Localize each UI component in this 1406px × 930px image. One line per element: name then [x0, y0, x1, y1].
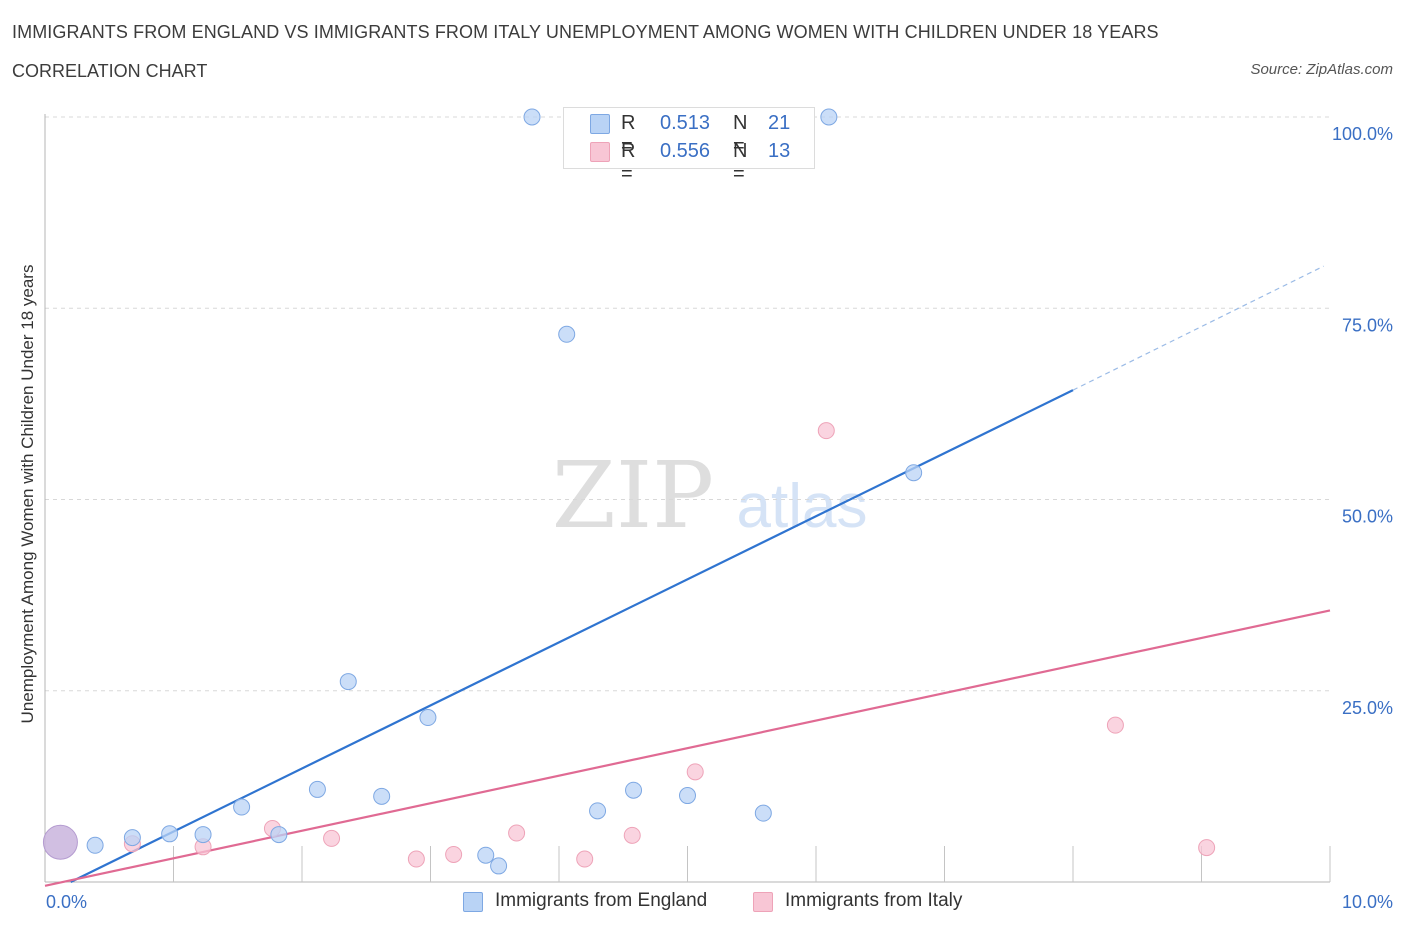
england-point	[523, 108, 541, 126]
england-point	[477, 846, 495, 864]
gridlines	[45, 116, 1330, 692]
england-point	[194, 826, 212, 844]
y-tick-label: 50.0%	[1342, 507, 1393, 527]
italy-r-label: R =	[621, 140, 636, 185]
england-point	[754, 804, 772, 822]
england-trend-extension	[1072, 265, 1324, 391]
watermark-atlas: atlas	[737, 472, 868, 541]
england-r-value: 0.513	[660, 112, 711, 134]
england-r-label: R =	[621, 112, 636, 157]
italy-point	[686, 763, 704, 781]
y-tick-label: 75.0%	[1342, 315, 1393, 335]
england-point	[905, 464, 923, 482]
data-points	[42, 108, 1216, 875]
england-point	[490, 857, 508, 875]
axes	[44, 114, 1331, 883]
chart-subtitle: CORRELATION CHART	[12, 61, 208, 81]
italy-point	[817, 422, 835, 440]
england-point	[308, 780, 326, 798]
england-point	[233, 798, 251, 816]
italy-n-label: N =	[733, 140, 748, 185]
italy-n-value: 13	[768, 140, 791, 162]
chart-title: IMMIGRANTS FROM ENGLAND VS IMMIGRANTS FR…	[12, 22, 1159, 42]
italy-point	[508, 824, 526, 842]
england-point	[558, 325, 576, 343]
italy-point	[1106, 716, 1124, 734]
bottom-italy-swatch	[753, 892, 773, 912]
england-point-large	[42, 824, 78, 860]
tick-labels: 25.0% 50.0% 75.0% 100.0% 0.0% 10.0%	[46, 124, 1393, 912]
england-point	[820, 108, 838, 126]
england-n-label: N =	[733, 112, 748, 157]
italy-swatch	[590, 142, 610, 162]
y-tick-label: 25.0%	[1342, 698, 1393, 718]
correlation-legend: R = 0.513 N = 21 R = 0.556 N = 13	[563, 107, 815, 185]
england-point	[625, 781, 643, 799]
england-point	[589, 802, 607, 820]
bottom-england-swatch	[463, 892, 483, 912]
italy-point	[445, 845, 463, 863]
bottom-italy-label: Immigrants from Italy	[785, 890, 963, 911]
england-point	[419, 709, 437, 727]
england-swatch	[590, 114, 610, 134]
bottom-england-label: Immigrants from England	[495, 890, 708, 911]
italy-point	[1198, 839, 1216, 857]
y-tick-label: 100.0%	[1332, 124, 1393, 144]
watermark-zip: ZIP	[552, 442, 714, 549]
italy-point	[407, 850, 425, 868]
x-tick-label-min: 0.0%	[46, 892, 87, 912]
england-point	[270, 826, 288, 844]
england-point	[373, 787, 391, 805]
england-n-value: 21	[768, 112, 791, 134]
italy-trend-line	[44, 609, 1331, 887]
england-point	[86, 836, 104, 854]
watermark: ZIP atlas	[552, 442, 868, 549]
england-point	[123, 829, 141, 847]
source-note: Source: ZipAtlas.com	[1250, 61, 1393, 78]
italy-point	[323, 829, 341, 847]
england-point	[679, 787, 696, 805]
italy-point	[623, 826, 641, 844]
x-tick-label-max: 10.0%	[1342, 892, 1393, 912]
england-point	[339, 673, 357, 691]
england-point	[161, 825, 179, 843]
italy-point	[576, 850, 594, 868]
italy-r-value: 0.556	[660, 140, 711, 162]
